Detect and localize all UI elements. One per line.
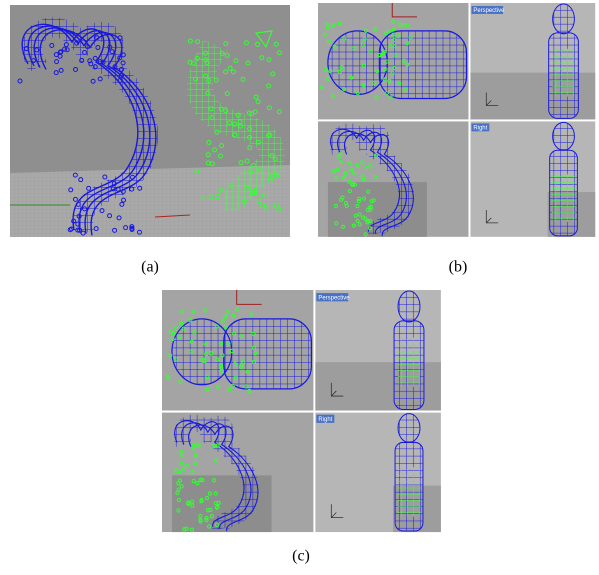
- viewport-label: Right: [318, 417, 332, 423]
- caption: (c): [292, 548, 310, 565]
- viewports: [162, 290, 441, 532]
- mesh: [328, 31, 387, 95]
- mesh: [553, 49, 575, 97]
- mesh: [398, 337, 420, 386]
- panel-a: [10, 5, 290, 237]
- mesh: [553, 4, 575, 34]
- caption: (a): [141, 259, 159, 276]
- panel-c: Perspective Right: [162, 290, 441, 532]
- mesh: [224, 319, 312, 389]
- mesh: [172, 319, 232, 385]
- viewport-label: Perspective: [473, 8, 505, 14]
- viewport-label: Perspective: [318, 295, 350, 301]
- panel-b: Perspective Right: [318, 3, 595, 237]
- mesh: [379, 31, 466, 99]
- mesh: [398, 414, 420, 443]
- mesh: [398, 291, 420, 322]
- viewports: [318, 3, 595, 237]
- mesh: [397, 467, 421, 516]
- caption: (b): [449, 259, 468, 276]
- figure: (a) Perspective Right (b) Perspective Ri…: [0, 0, 599, 575]
- mesh: [552, 174, 576, 222]
- mesh: [553, 122, 575, 150]
- viewport-label: Right: [473, 125, 487, 131]
